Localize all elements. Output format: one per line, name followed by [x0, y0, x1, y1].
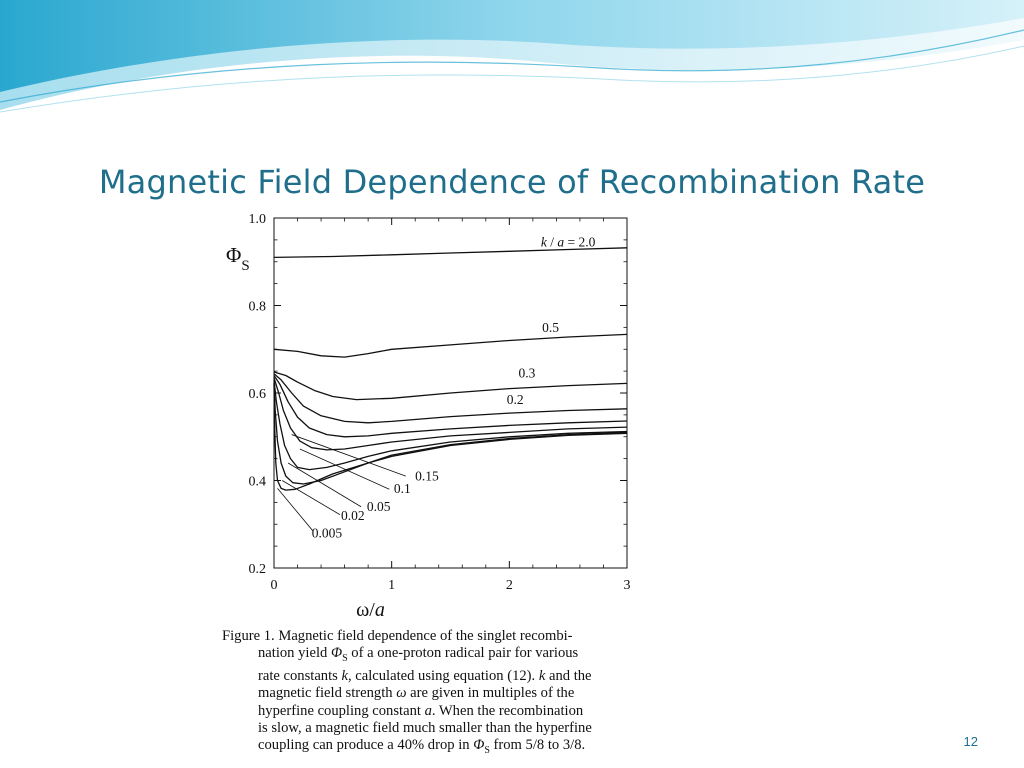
figure-caption: Figure 1. Magnetic field dependence of t…: [222, 628, 656, 760]
series-label-3: 0.2: [507, 392, 524, 407]
series-line-6: [273, 379, 628, 471]
series-label-6: 0.05: [367, 499, 391, 514]
series-label-4: 0.15: [415, 469, 439, 484]
decorative-banner: [0, 0, 1024, 113]
banner-line-1: [0, 29, 1024, 103]
x-tick-label: 0: [271, 578, 278, 593]
series-line-0: [273, 247, 628, 259]
x-tick-label: 2: [506, 578, 513, 593]
caption-line: hyperfine coupling constant a. When the …: [258, 702, 584, 719]
series-line-4: [273, 375, 628, 438]
caption-line: coupling can produce a 40% drop in ΦS fr…: [258, 737, 586, 757]
series-line-8: [273, 384, 628, 491]
label-leader-1: [299, 448, 390, 490]
series-label-7: 0.02: [341, 508, 365, 523]
y-tick-label: 1.0: [249, 212, 267, 227]
series-line-7: [273, 382, 628, 485]
figure-panel: 0 1 2 3 0.2 0.4 0.6 0.8 1.0 ΦS ω/a k / a = 2.0 0.5 0…: [204, 208, 676, 762]
caption-line: rate constants k, calculated using equat…: [258, 667, 592, 684]
caption-line: magnetic field strength ω are given in m…: [258, 685, 575, 702]
label-leader-4: [277, 488, 314, 532]
label-leader-3: [282, 480, 341, 515]
caption-line: is slow, a magnetic field much smaller t…: [258, 719, 592, 736]
series-line-3: [273, 373, 628, 424]
series-labels: k / a = 2.0 0.5 0.3 0.2 0.15 0.10.050.02 0.005: [277, 234, 596, 540]
caption-line: nation yield ΦS of a one-proton radical …: [258, 645, 579, 665]
label-leader-0: [291, 434, 406, 477]
y-tick-label: 0.4: [249, 475, 267, 490]
series-lines: [273, 247, 628, 491]
series-line-2: [273, 371, 628, 401]
axes: 0 1 2 3 0.2 0.4 0.6 0.8 1.0 ΦS ω/a: [226, 212, 631, 621]
series-label-2: 0.3: [519, 366, 536, 381]
x-tick-label: 1: [388, 578, 395, 593]
y-tick-label: 0.6: [249, 387, 267, 402]
x-tick-label: 3: [624, 578, 631, 593]
y-tick-label: 0.2: [249, 562, 267, 577]
series-label-5: 0.1: [394, 481, 411, 496]
series-line-5: [273, 377, 628, 451]
banner-line-2: [0, 45, 1024, 113]
y-tick-label: 0.8: [249, 300, 267, 315]
caption-line: Figure 1. Magnetic field dependence of t…: [222, 628, 573, 644]
x-axis-label: ω/a: [356, 599, 385, 621]
series-label-8: 0.005: [312, 525, 343, 540]
series-line-1: [273, 333, 628, 358]
slide-title: Magnetic Field Dependence of Recombinati…: [98, 163, 926, 201]
series-label-0: k / a = 2.0: [541, 234, 596, 249]
banner-wave-front: [0, 0, 1024, 92]
slide-number: 12: [963, 734, 978, 749]
series-label-1: 0.5: [542, 320, 559, 335]
label-leader-2: [287, 462, 362, 508]
y-axis-label: ΦS: [226, 243, 250, 274]
